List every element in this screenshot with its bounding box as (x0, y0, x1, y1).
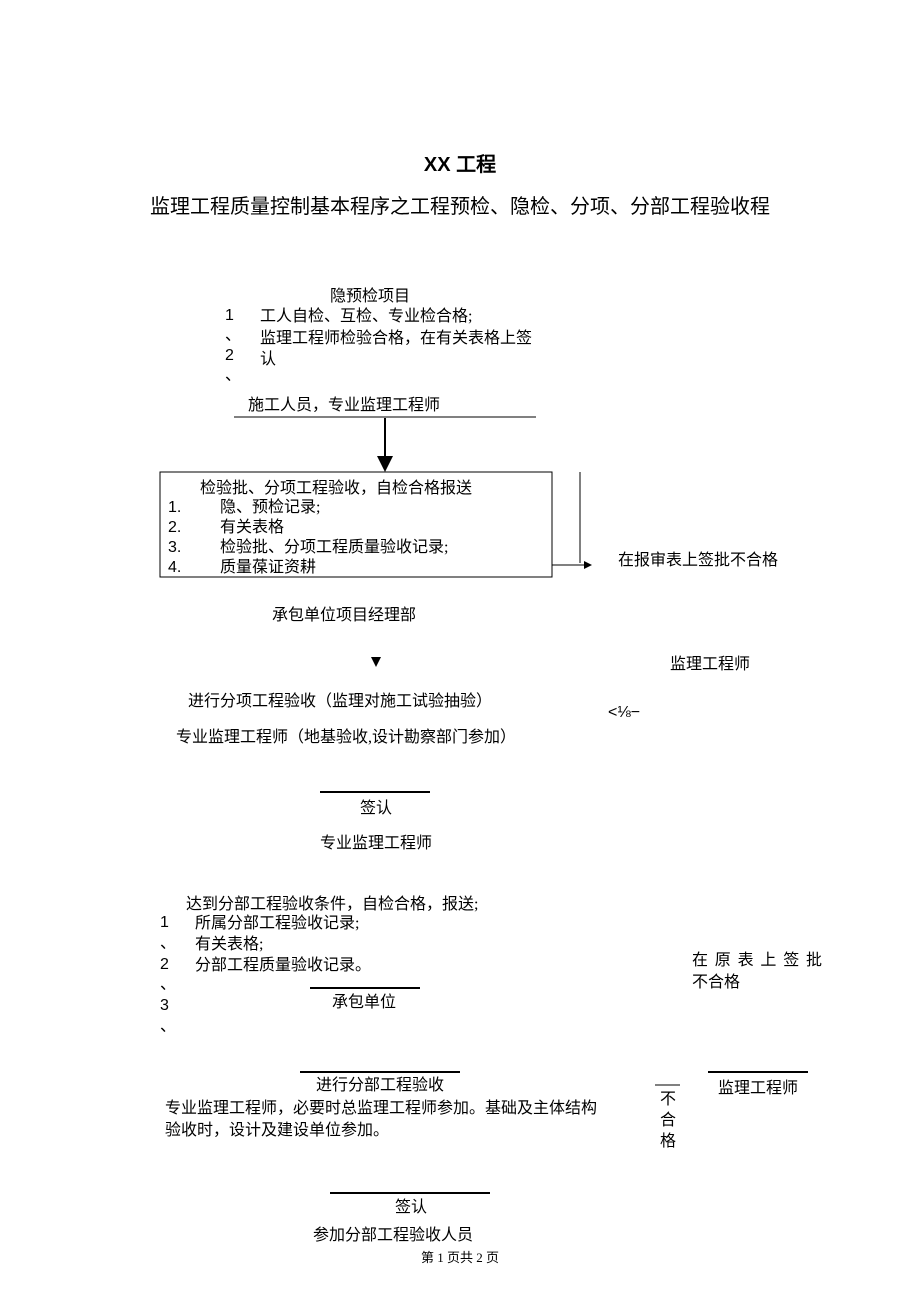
mark1-label: <⅛− (608, 702, 640, 724)
block5-body: 专业监理工程师，必要时总监理工程师参加。基础及主体结构验收时，设计及建设单位参加… (165, 1098, 610, 1141)
block5-title: 进行分部工程验收 (316, 1075, 444, 1097)
vertical-badge: 不 合 格 (660, 1090, 676, 1152)
block4-items: 所属分部工程验收记录; 有关表格; 分部工程质量验收记录。 (195, 914, 371, 976)
side2-role: 监理工程师 (718, 1078, 798, 1100)
block1-numbers: 1 、 2 、 (225, 306, 255, 386)
sign1-role: 专业监理工程师 (320, 833, 432, 855)
num1: 1 (225, 306, 255, 326)
side2-line2: 不合格 (692, 972, 842, 994)
sign2-role: 参加分部工程验收人员 (313, 1225, 473, 1247)
b4i1: 所属分部工程验收记录; (195, 914, 371, 935)
side2-text1: 在 原 表 上 签 批 不合格 (692, 950, 842, 993)
b4n3: 3 (160, 996, 190, 1017)
block1-items: 工人自检、互检、专业检合格; 监理工程师检验合格，在有关表格上签认 (260, 306, 540, 371)
block2-header: 检验批、分项工程验收，自检合格报送 (200, 478, 472, 500)
side2-line1: 在 原 表 上 签 批 (692, 950, 822, 972)
sign1-label: 签认 (360, 798, 392, 820)
b4i3: 分部工程质量验收记录。 (195, 956, 371, 977)
b2i3: 检验批、分项工程质量验收记录; (220, 538, 448, 558)
b4n2: 2 (160, 955, 190, 976)
block2-numbers: 1. 2. 3. 4. (168, 498, 181, 578)
b2n2: 2. (168, 518, 181, 538)
block1-caption: 施工人员，专业监理工程师 (248, 395, 440, 417)
sign2-label: 签认 (395, 1197, 427, 1219)
tick1: 、 (225, 326, 255, 346)
block4-header: 达到分部工程验收条件，自检合格，报送; (186, 894, 478, 916)
vb3: 格 (660, 1132, 676, 1153)
block4-numbers: 1 、 2 、 3 、 (160, 913, 190, 1038)
b2i4: 质量葆证资耕 (220, 558, 448, 578)
block3-line2: 专业监理工程师（地基验收,设计勘察部门参加） (176, 727, 516, 749)
b4t2: 、 (160, 975, 190, 996)
side1-role: 监理工程师 (670, 654, 750, 676)
document-subtitle: 监理工程质量控制基本程序之工程预检、隐检、分项、分部工程验收程 (0, 190, 920, 219)
b4t1: 、 (160, 934, 190, 955)
block3-line1: 进行分项工程验收（监理对施工试验抽验） (188, 691, 492, 713)
page-root: XX 工程 监理工程质量控制基本程序之工程预检、隐检、分项、分部工程验收程 隐预… (0, 0, 920, 1301)
vb2: 合 (660, 1111, 676, 1132)
b4t3: 、 (160, 1017, 190, 1038)
block1-header: 隐预检项目 (330, 286, 410, 308)
b1-item2: 监理工程师检验合格，在有关表格上签认 (260, 328, 540, 371)
b2n3: 3. (168, 538, 181, 558)
block2-items: 隐、预检记录; 有关表格 检验批、分项工程质量验收记录; 质量葆证资耕 (220, 498, 448, 578)
block4-caption: 承包单位 (332, 992, 396, 1014)
document-title: XX 工程 (0, 148, 920, 177)
b2i2: 有关表格 (220, 518, 448, 538)
b2n1: 1. (168, 498, 181, 518)
block2-caption: 承包单位项目经理部 (272, 605, 416, 627)
side1-text: 在报审表上签批不合格 (618, 550, 798, 572)
b4i2: 有关表格; (195, 935, 371, 956)
tick2: 、 (225, 366, 255, 386)
num2: 2 (225, 346, 255, 366)
b4n1: 1 (160, 913, 190, 934)
b2i1: 隐、预检记录; (220, 498, 448, 518)
b1-item1: 工人自检、互检、专业检合格; (260, 306, 540, 328)
page-footer: 第 1 页共 2 页 (0, 1247, 920, 1266)
b2n4: 4. (168, 558, 181, 578)
vb1: 不 (660, 1090, 676, 1111)
